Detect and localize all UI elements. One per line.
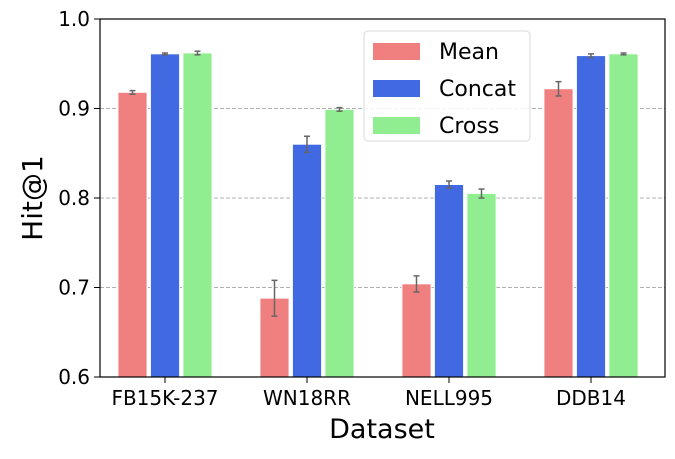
y-axis-label: Hit@1 xyxy=(16,155,49,241)
bar-mean xyxy=(117,91,148,378)
legend-label-mean: Mean xyxy=(439,40,499,65)
y-tick-label: 0.7 xyxy=(58,276,90,300)
legend-swatch-mean xyxy=(373,43,420,60)
bar-cross xyxy=(182,52,213,378)
bar-cross xyxy=(466,193,497,378)
x-tick-label: WN18RR xyxy=(263,386,351,410)
bars xyxy=(117,50,639,378)
legend-label-concat: Concat xyxy=(439,77,516,102)
x-tick-label: DDB14 xyxy=(556,386,626,410)
x-tick-label: NELL995 xyxy=(405,386,493,410)
plot-frame xyxy=(99,18,666,378)
bar-concat xyxy=(150,53,180,378)
legend-swatch-cross xyxy=(373,117,420,134)
bar-concat xyxy=(576,55,606,378)
y-tick-label: 0.6 xyxy=(58,365,90,389)
bar-cross xyxy=(608,53,639,378)
legend: Mean Concat Cross xyxy=(363,30,531,142)
legend-swatch-concat xyxy=(373,80,420,97)
legend-label-cross: Cross xyxy=(439,114,499,139)
y-tick-label: 0.8 xyxy=(58,186,90,210)
bar-mean xyxy=(401,283,432,378)
y-tick-label: 0.9 xyxy=(58,97,90,121)
bar-concat xyxy=(292,143,322,378)
x-tick-label: FB15K-237 xyxy=(111,386,218,410)
bar-mean xyxy=(543,88,574,378)
y-tick-label: 1.0 xyxy=(58,7,90,31)
x-axis-label: Dataset xyxy=(329,414,435,445)
bar-cross xyxy=(324,108,355,378)
axes: 0.6 0.7 0.8 0.9 1.0 FB15K-237 WN18RR NELL995 DDB… xyxy=(58,7,666,410)
bar-concat xyxy=(434,184,464,378)
